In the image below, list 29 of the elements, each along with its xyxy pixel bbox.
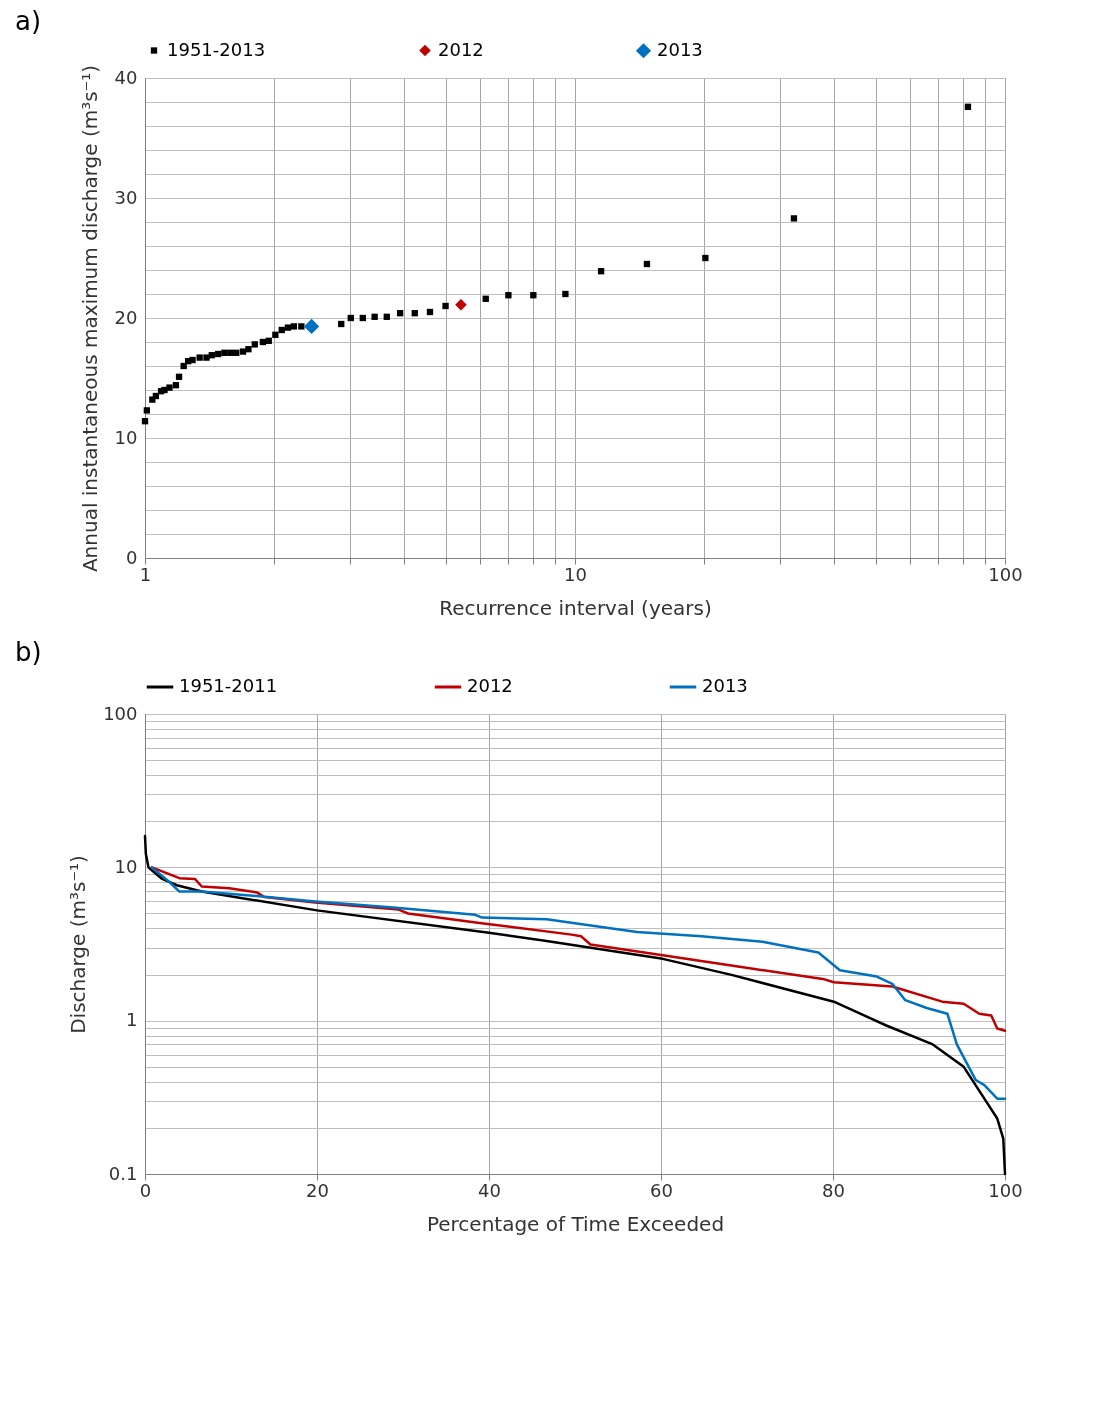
y-tick-label: 0 xyxy=(126,546,138,568)
line-series xyxy=(150,866,1007,1100)
y-axis-title: Discharge (m³s⁻¹) xyxy=(66,855,91,1034)
legend-label: 1951-2011 xyxy=(179,675,278,696)
y-tick-label: 30 xyxy=(114,186,138,208)
legend-label: 1951-2013 xyxy=(167,38,266,60)
x-axis-title: Percentage of Time Exceeded xyxy=(426,1211,725,1236)
y-tick-label: 0.1 xyxy=(108,1162,138,1184)
x-tick-label: 10 xyxy=(564,563,587,585)
y-tick-label: 10 xyxy=(114,426,138,448)
x-tick-label: 20 xyxy=(306,1179,329,1201)
y-tick-label: 10 xyxy=(114,855,138,877)
x-axis-title: Recurrence interval (years) xyxy=(439,595,712,620)
x-tick-label: 60 xyxy=(650,1179,673,1201)
y-axis-title: Annual instantaneous maximum discharge (m³s⁻¹) xyxy=(77,64,102,573)
legend-label: 2012 xyxy=(438,38,484,60)
y-tick-label: 40 xyxy=(114,66,138,88)
x-tick-label: 40 xyxy=(478,1179,501,1201)
legend-label: 2013 xyxy=(702,675,748,696)
legend-label: 2012 xyxy=(467,675,513,696)
x-tick-label: 80 xyxy=(822,1179,845,1201)
chart-title: b) xyxy=(15,637,42,667)
chart-title: a) xyxy=(15,6,42,36)
y-tick-label: 100 xyxy=(103,702,138,724)
y-tick-label: 20 xyxy=(114,306,138,328)
y-tick-label: 1 xyxy=(126,1009,138,1031)
x-tick-label: 100 xyxy=(988,1179,1023,1201)
x-tick-label: 100 xyxy=(988,563,1023,585)
legend-label: 2013 xyxy=(657,38,703,60)
